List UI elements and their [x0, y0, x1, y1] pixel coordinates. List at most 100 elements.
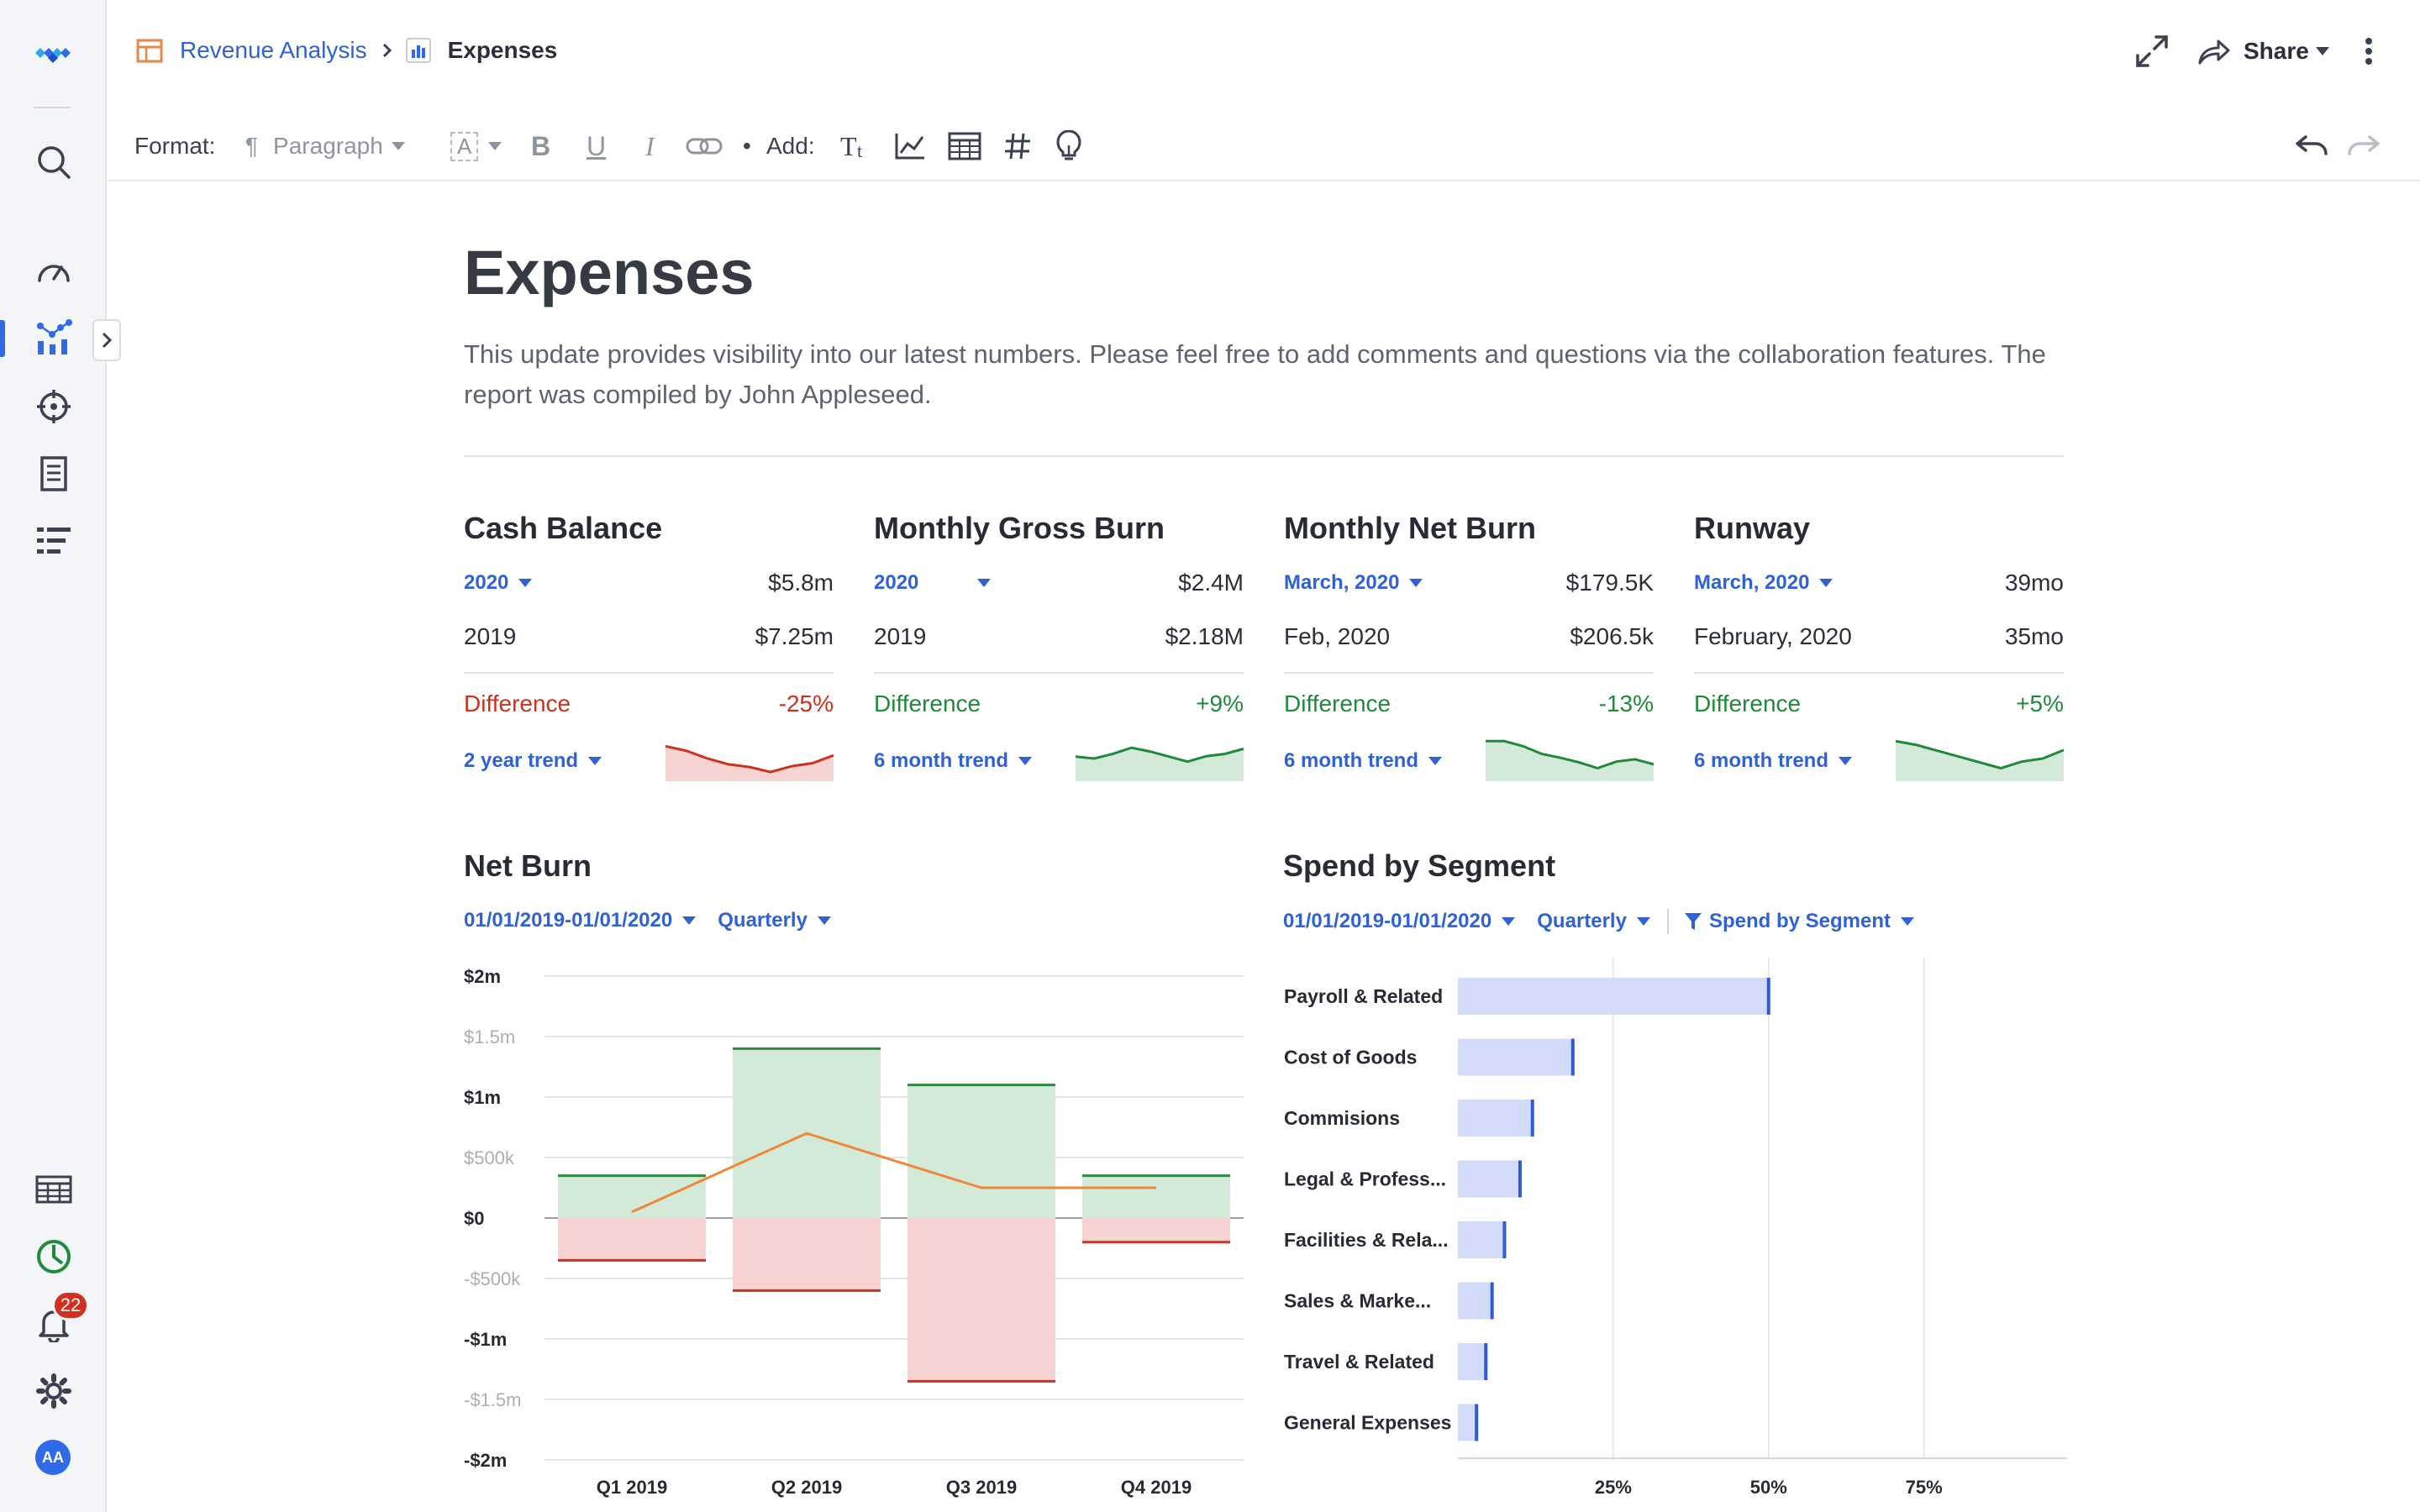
net-burn-date-range: 01/01/2019-01/01/2020 — [464, 909, 673, 932]
add-table-icon[interactable] — [948, 131, 981, 161]
add-number-icon[interactable] — [1003, 131, 1032, 161]
kpi-period-dropdown[interactable]: March, 2020 — [1694, 571, 1833, 595]
share-label: Share — [2244, 38, 2309, 64]
chevron-down-icon — [1428, 757, 1442, 765]
breadcrumb-parent-link[interactable]: Revenue Analysis — [180, 37, 367, 63]
y-tick-label: $500k — [464, 1147, 515, 1168]
y-tick-label: -$500k — [464, 1268, 521, 1289]
kpi-compare-period: Feb, 2020 — [1284, 623, 1391, 649]
add-insight-lightbulb-icon[interactable] — [1055, 130, 1082, 161]
add-chart-icon[interactable] — [894, 131, 926, 161]
format-label: Format: — [134, 133, 216, 159]
kpi-divider — [1694, 672, 2064, 674]
kpi-difference-row: Difference -13% — [1284, 690, 1654, 717]
negative-bar — [558, 1218, 706, 1261]
redo-icon[interactable] — [2346, 131, 2383, 161]
page-title[interactable]: Expenses — [464, 238, 755, 307]
segment-bar — [1458, 1160, 1520, 1198]
chevron-down-icon — [588, 757, 602, 765]
expand-icon[interactable] — [2134, 34, 2170, 69]
share-button[interactable]: Share — [2196, 38, 2329, 65]
kpi-sparkline — [1486, 739, 1654, 781]
kpi-title: Runway — [1694, 511, 1811, 545]
document-icon[interactable] — [30, 450, 77, 497]
segment-label: Facilities & Rela... — [1284, 1229, 1449, 1251]
table-icon[interactable] — [30, 1166, 77, 1213]
kpi-period-dropdown[interactable]: 2020 — [464, 571, 533, 595]
segment-filter-dropdown[interactable]: Spend by Segment — [1684, 910, 1914, 933]
positive-bar — [908, 1084, 1055, 1218]
kpi-trend-label: 6 month trend — [1284, 749, 1418, 772]
page-description[interactable]: This update provides visibility into our… — [464, 339, 2046, 409]
app-logo-icon[interactable] — [30, 30, 77, 77]
report-icon — [136, 38, 163, 63]
chevron-down-icon — [977, 579, 992, 587]
segment-bar-marker — [1518, 1160, 1522, 1198]
search-icon[interactable] — [30, 139, 77, 186]
negative-bar — [908, 1218, 1055, 1382]
kpi-divider — [464, 672, 834, 674]
spend-interval-dropdown[interactable]: Quarterly — [1537, 910, 1650, 933]
kpi-trend-dropdown[interactable]: 6 month trend — [1284, 749, 1442, 773]
kpi-trend-dropdown[interactable]: 6 month trend — [1694, 749, 1852, 773]
negative-bar — [1082, 1218, 1230, 1242]
breadcrumb-current: Expenses — [447, 37, 558, 63]
filter-funnel-icon — [1684, 911, 1702, 932]
kpi-value: $2.4M — [1178, 570, 1244, 596]
kpi-card: Runway March, 2020 39mo February, 2020 35mo D… — [1694, 511, 2064, 781]
more-options-icon[interactable] — [2365, 37, 2373, 66]
kpi-primary-row: March, 2020 $179.5K — [1284, 570, 1654, 596]
integration-status-icon[interactable] — [30, 1233, 77, 1280]
chevron-down-icon — [391, 142, 405, 150]
analytics-icon[interactable] — [30, 314, 77, 361]
kpi-sparkline — [1896, 739, 2064, 781]
kpi-trend-label: 6 month trend — [874, 749, 1008, 772]
kpi-difference-value: +9% — [1196, 690, 1244, 717]
target-icon[interactable] — [30, 383, 77, 430]
spend-date-range-dropdown[interactable]: 01/01/2019-01/01/2020 — [1283, 910, 1516, 933]
kpi-period-dropdown[interactable]: March, 2020 — [1284, 571, 1423, 595]
list-icon[interactable] — [30, 517, 77, 564]
net-burn-interval-dropdown[interactable]: Quarterly — [718, 909, 831, 932]
segment-bar-marker — [1570, 1038, 1575, 1076]
x-tick-label: 25% — [1595, 1477, 1632, 1498]
kpi-period-dropdown[interactable]: 2020 — [874, 571, 992, 595]
kpi-trend-dropdown[interactable]: 6 month trend — [874, 749, 1032, 773]
kpi-difference-label: Difference — [1284, 690, 1392, 717]
underline-icon[interactable]: U — [587, 130, 607, 161]
kpi-period: March, 2020 — [1694, 571, 1810, 594]
gear-icon[interactable] — [30, 1368, 77, 1415]
segment-bar-marker — [1475, 1404, 1479, 1441]
sidebar-expand-button[interactable] — [92, 319, 121, 361]
kpi-difference-label: Difference — [874, 690, 981, 717]
kpi-compare-period: February, 2020 — [1694, 623, 1852, 649]
kpi-compare-value: $206.5k — [1570, 623, 1654, 649]
link-icon[interactable] — [686, 131, 723, 161]
text-color-dropdown[interactable]: A — [450, 131, 502, 161]
sidebar-active-indicator — [0, 320, 5, 357]
bold-icon[interactable]: B — [531, 130, 551, 161]
segment-label: Cost of Goods — [1284, 1047, 1417, 1068]
spend-segment-title: Spend by Segment — [1283, 848, 1556, 883]
undo-icon[interactable] — [2292, 131, 2329, 161]
kpi-sparkline — [1076, 746, 1244, 781]
sparkline-line — [1896, 739, 2064, 770]
kpi-difference-row: Difference +9% — [874, 690, 1244, 717]
y-tick-label: $1m — [464, 1087, 501, 1108]
paragraph-style-dropdown[interactable]: ¶ Paragraph — [245, 131, 405, 161]
italic-icon[interactable]: I — [645, 130, 655, 161]
chevron-down-icon — [1819, 579, 1833, 587]
spend-segment-filters: 01/01/2019-01/01/2020 Quarterly Spend by… — [1283, 909, 1914, 934]
section-divider — [464, 455, 2064, 457]
segment-bar — [1458, 1038, 1573, 1076]
segment-bar-marker — [1484, 1343, 1488, 1380]
avatar[interactable]: AA — [35, 1440, 71, 1475]
kpi-trend-row: 6 month trend — [1284, 749, 1654, 773]
kpi-title: Monthly Net Burn — [1284, 511, 1536, 545]
kpi-trend-dropdown[interactable]: 2 year trend — [464, 749, 602, 773]
net-burn-date-range-dropdown[interactable]: 01/01/2019-01/01/2020 — [464, 909, 697, 932]
chevron-down-icon — [2315, 47, 2329, 55]
chevron-right-icon — [382, 42, 392, 59]
dashboard-gauge-icon[interactable] — [30, 247, 77, 294]
